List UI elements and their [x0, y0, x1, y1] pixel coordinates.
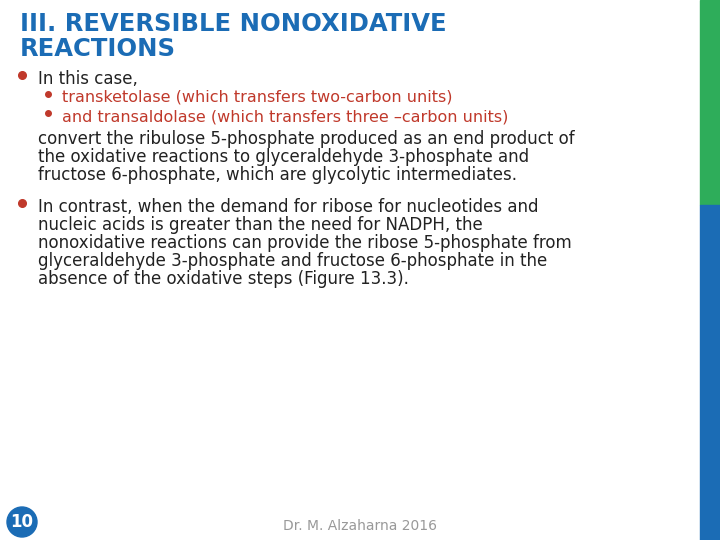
- Text: nucleic acids is greater than the need for NADPH, the: nucleic acids is greater than the need f…: [38, 216, 482, 234]
- Text: 10: 10: [11, 513, 34, 531]
- Text: In this case,: In this case,: [38, 70, 138, 88]
- Bar: [700, 205, 720, 540]
- Text: fructose 6-phosphate, which are glycolytic intermediates.: fructose 6-phosphate, which are glycolyt…: [38, 166, 517, 184]
- Text: and transaldolase (which transfers three –carbon units): and transaldolase (which transfers three…: [62, 109, 508, 124]
- Text: transketolase (which transfers two-carbon units): transketolase (which transfers two-carbo…: [62, 90, 452, 105]
- Circle shape: [7, 507, 37, 537]
- Text: glyceraldehyde 3-phosphate and fructose 6-phosphate in the: glyceraldehyde 3-phosphate and fructose …: [38, 252, 547, 270]
- Text: In contrast, when the demand for ribose for nucleotides and: In contrast, when the demand for ribose …: [38, 198, 539, 216]
- Text: REACTIONS: REACTIONS: [20, 37, 176, 61]
- Text: III. REVERSIBLE NONOXIDATIVE: III. REVERSIBLE NONOXIDATIVE: [20, 12, 446, 36]
- Text: Dr. M. Alzaharna 2016: Dr. M. Alzaharna 2016: [283, 519, 437, 533]
- Text: absence of the oxidative steps (Figure 13.3).: absence of the oxidative steps (Figure 1…: [38, 270, 409, 288]
- Text: convert the ribulose 5-phosphate produced as an end product of: convert the ribulose 5-phosphate produce…: [38, 130, 575, 148]
- Text: the oxidative reactions to glyceraldehyde 3-phosphate and: the oxidative reactions to glyceraldehyd…: [38, 148, 529, 166]
- Bar: [700, 0, 720, 205]
- Text: nonoxidative reactions can provide the ribose 5-phosphate from: nonoxidative reactions can provide the r…: [38, 234, 572, 252]
